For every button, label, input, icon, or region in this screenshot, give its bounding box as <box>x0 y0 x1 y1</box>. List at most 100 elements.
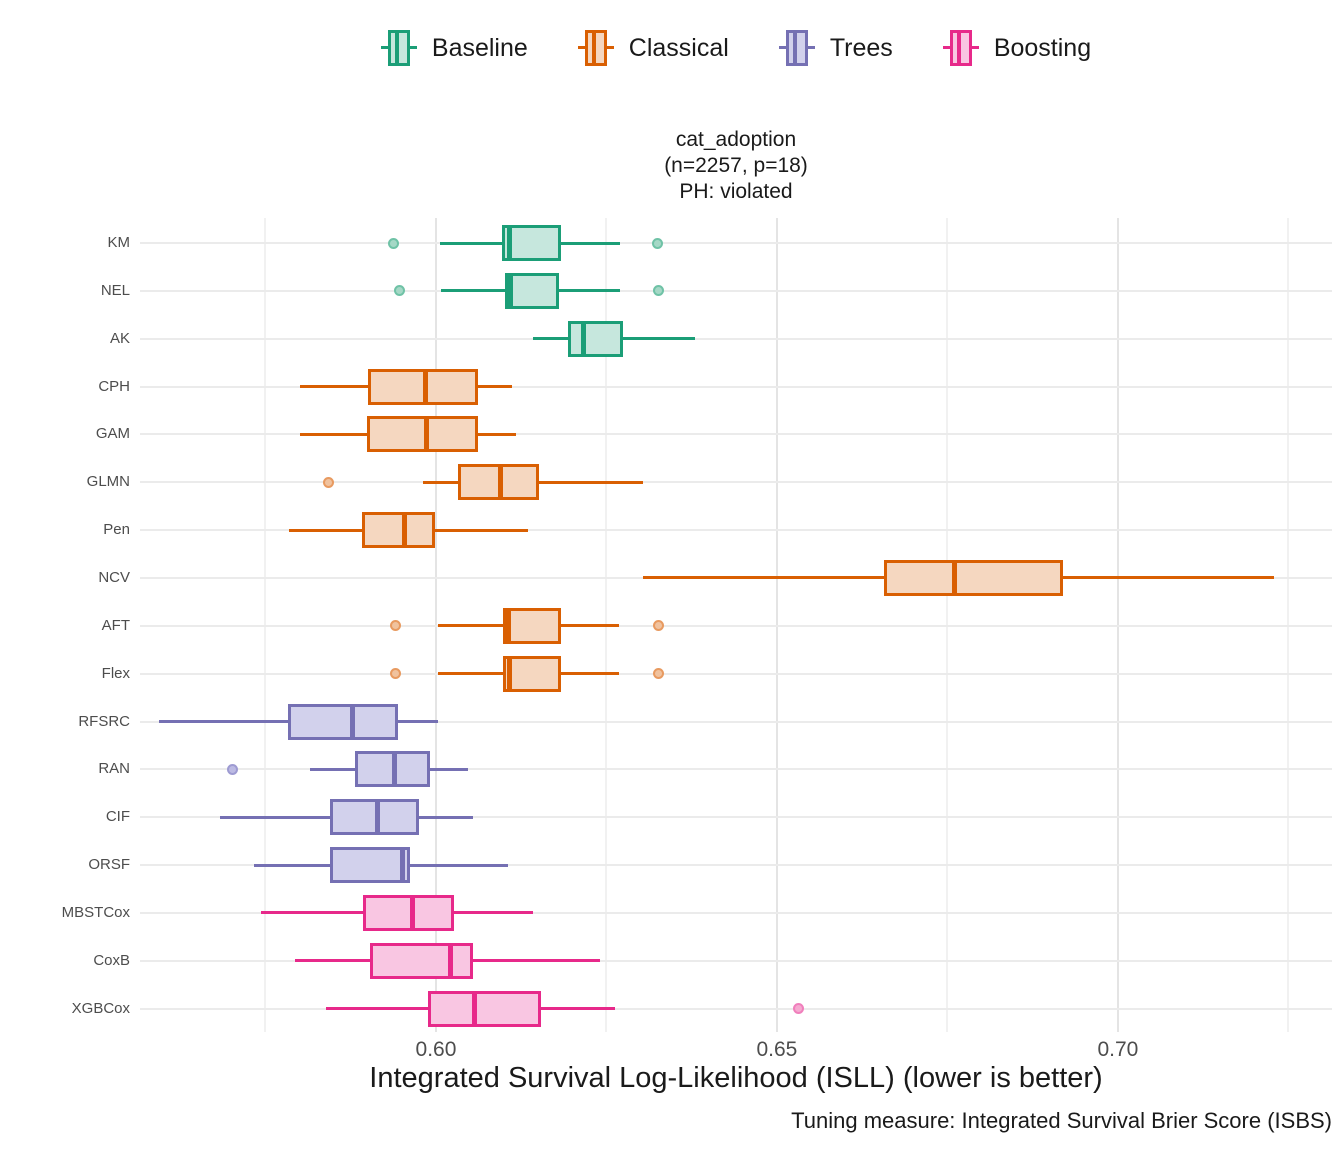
whisker-upper <box>561 624 620 628</box>
outlier-point <box>390 620 402 632</box>
outlier-point <box>652 668 664 680</box>
plot-title-line2: (n=2257, p=18) <box>664 154 808 177</box>
whisker-upper <box>477 385 513 389</box>
y-axis-label-AK: AK <box>109 329 130 347</box>
whisker-upper <box>561 672 620 676</box>
y-axis-label-ORSF: ORSF <box>88 856 130 874</box>
y-axis-label-NEL: NEL <box>100 281 130 299</box>
box-XGBCox <box>427 990 541 1027</box>
boxplot-key-icon <box>778 28 815 68</box>
plot-title-line3: PH: violated <box>679 180 793 203</box>
median-line <box>448 942 454 979</box>
whisker-upper <box>398 720 438 723</box>
legend-key-box <box>584 30 607 66</box>
whisker-lower <box>422 480 458 484</box>
y-axis-labels: KM NEL AK CPH GAM GLMN Pen NCV AFT Flex RFSRC RAN CI… <box>0 218 130 1032</box>
whisker-upper <box>560 241 621 245</box>
whisker-upper <box>410 863 509 867</box>
y-axis-label-CIF: CIF <box>105 808 130 826</box>
boxplot-key-icon <box>380 28 417 68</box>
y-axis-label-Flex: Flex <box>101 664 130 682</box>
boxplot-key-icon <box>942 28 979 68</box>
median-line <box>374 799 380 836</box>
median-line <box>507 225 513 261</box>
outlier-point <box>652 620 664 632</box>
whisker-lower <box>642 576 884 580</box>
y-axis-label-CPH: CPH <box>98 377 130 395</box>
y-axis-label-GAM: GAM <box>95 425 130 443</box>
legend-key-box <box>949 30 972 66</box>
x-tick-label: 0.65 <box>756 1038 798 1061</box>
legend-label: Boosting <box>993 33 1092 62</box>
legend-item-trees: Trees <box>778 28 893 68</box>
y-gridline <box>140 433 1332 436</box>
y-gridline <box>140 385 1332 388</box>
whisker-lower <box>299 385 369 389</box>
y-gridline <box>140 481 1332 484</box>
legend: Baseline Classical Trees Boos <box>140 24 1332 72</box>
y-axis-label-MBSTCox: MBSTCox <box>61 903 130 921</box>
whisker-upper <box>429 767 468 771</box>
median-line <box>580 320 586 357</box>
whisker-lower <box>294 959 370 963</box>
y-gridline <box>140 911 1332 914</box>
median-line <box>506 607 512 644</box>
legend-label: Classical <box>628 33 729 62</box>
y-gridline <box>140 289 1332 292</box>
box-MBSTCox <box>362 894 454 931</box>
median-line <box>507 655 513 692</box>
plot-title: cat_adoption (n=2257, p=18) PH: violated <box>140 127 1332 205</box>
y-gridline <box>140 672 1332 675</box>
boxplot-key-icon <box>577 28 614 68</box>
whisker-upper <box>477 432 517 436</box>
whisker-lower <box>440 241 503 245</box>
y-gridline <box>140 624 1332 627</box>
legend-key-median <box>792 30 797 66</box>
median-line <box>402 512 408 549</box>
y-axis-label-RFSRC: RFSRC <box>78 712 130 730</box>
whisker-lower <box>253 863 330 867</box>
x-tick-label: 0.60 <box>415 1038 457 1061</box>
whisker-lower <box>219 815 331 819</box>
box-NCV <box>883 559 1063 596</box>
legend-label: Trees <box>829 33 893 62</box>
outlier-point <box>393 285 405 297</box>
whisker-lower <box>532 337 568 341</box>
legend-item-boosting: Boosting <box>942 28 1092 68</box>
median-line <box>471 990 477 1027</box>
whisker-lower <box>159 720 288 723</box>
legend-item-classical: Classical <box>577 28 729 68</box>
legend-label: Baseline <box>431 33 528 62</box>
whisker-upper <box>1062 576 1275 580</box>
legend-key-median <box>591 30 596 66</box>
x-axis-tick-labels: 0.60 0.65 0.70 <box>140 1038 1332 1064</box>
box-ORSF <box>329 847 411 884</box>
x-tick-label: 0.70 <box>1097 1038 1139 1061</box>
y-axis-label-XGBCox: XGBCox <box>71 999 130 1017</box>
y-gridline <box>140 529 1332 532</box>
y-gridline <box>140 1007 1332 1010</box>
legend-key-median <box>394 30 399 66</box>
outlier-point <box>652 285 664 297</box>
median-line <box>400 847 406 884</box>
plot-panel <box>140 218 1332 1032</box>
outlier-point <box>652 237 664 249</box>
median-line <box>391 751 397 788</box>
outlier-point <box>226 763 238 775</box>
median-line <box>423 416 429 453</box>
whisker-upper <box>453 911 533 915</box>
whisker-upper <box>435 528 528 532</box>
box-AK <box>567 320 624 357</box>
plot-caption: Tuning measure: Integrated Survival Brie… <box>791 1108 1332 1133</box>
plot-title-line1: cat_adoption <box>675 128 797 151</box>
y-axis-label-CoxB: CoxB <box>93 951 130 969</box>
whisker-lower <box>309 767 355 771</box>
y-gridline <box>140 768 1332 771</box>
legend-item-baseline: Baseline <box>380 28 528 68</box>
outlier-point <box>388 237 400 249</box>
legend-key-box <box>785 30 808 66</box>
y-axis-label-GLMN: GLMN <box>86 473 130 491</box>
whisker-lower <box>438 672 503 676</box>
median-line <box>410 894 416 931</box>
